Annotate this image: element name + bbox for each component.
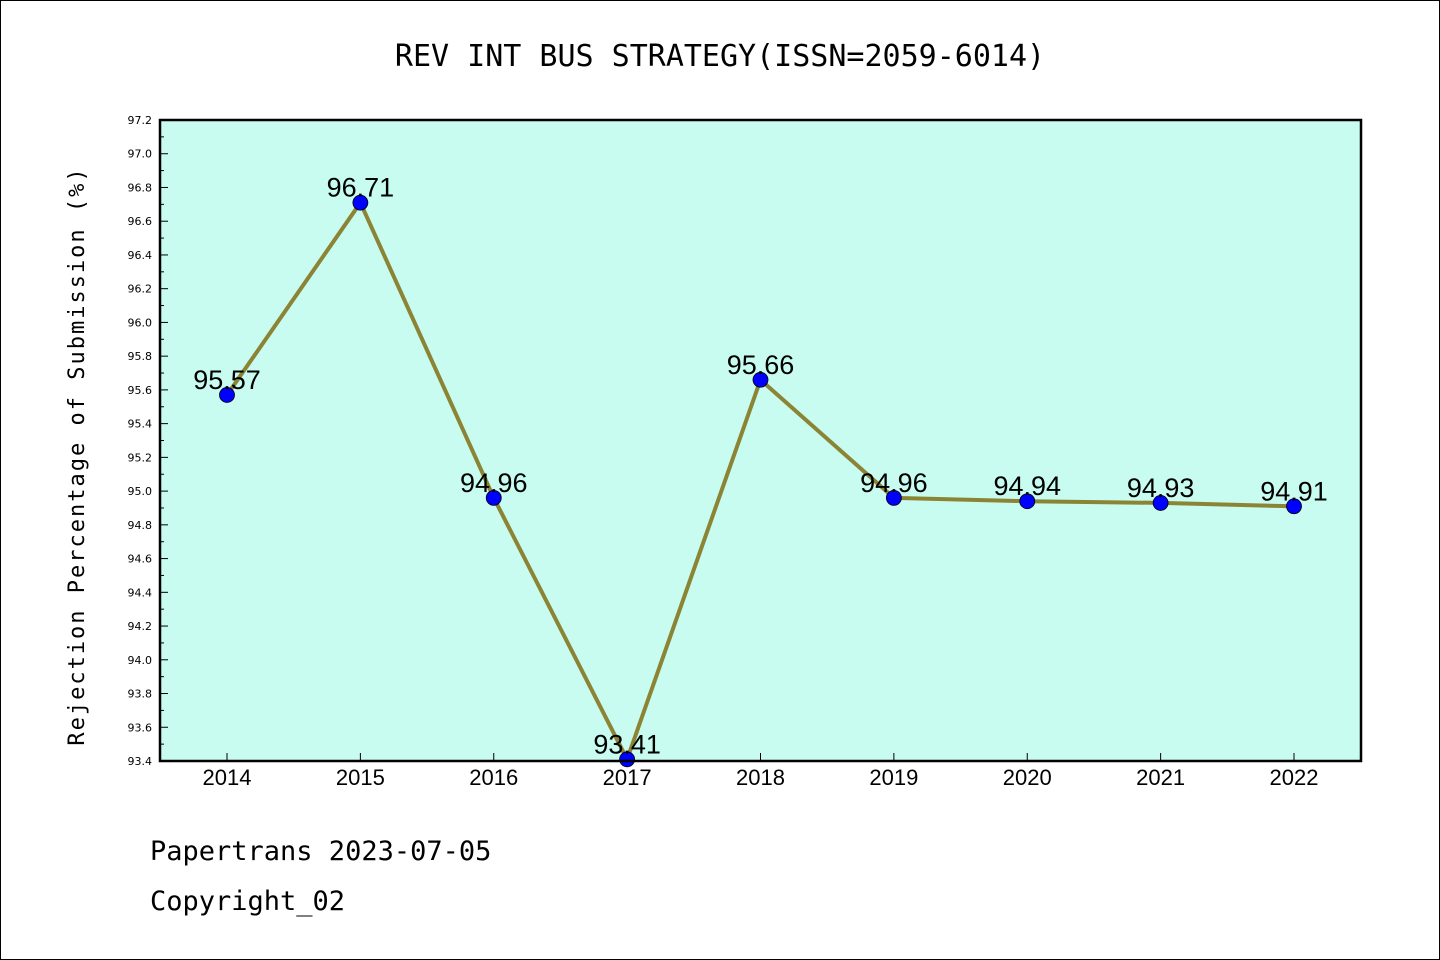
y-tick-label: 97.2 (128, 114, 153, 127)
footer-copyright: Copyright_02 (150, 886, 346, 917)
chart-title: REV INT BUS STRATEGY(ISSN=2059-6014) (395, 39, 1045, 74)
y-tick-label: 94.8 (128, 519, 153, 532)
y-axis-label: Rejection Percentage of Submission (%) (65, 166, 90, 745)
y-tick-label: 93.8 (128, 688, 153, 701)
y-tick-label: 94.4 (128, 586, 153, 599)
y-tick-label: 93.6 (128, 721, 153, 734)
data-label: 94.96 (860, 468, 928, 498)
y-tick-label: 96.6 (128, 215, 153, 228)
data-label: 95.57 (193, 365, 261, 395)
y-tick-label: 95.4 (128, 418, 153, 431)
x-tick-label: 2019 (869, 765, 918, 790)
y-tick-label: 93.4 (128, 755, 153, 768)
y-tick-label: 96.8 (128, 181, 153, 194)
y-axis: 93.4 93.6 93.8 94.0 94.2 94.4 94.6 94.8 95.0 95.2… (128, 114, 168, 768)
y-tick-label: 96.0 (128, 316, 153, 329)
x-tick-label: 2017 (603, 765, 652, 790)
plot-border (158, 118, 1363, 763)
data-label: 94.96 (460, 468, 528, 498)
data-point (352, 194, 369, 211)
x-tick-label: 2015 (336, 765, 385, 790)
y-tick-label: 97.0 (128, 148, 153, 161)
data-point (885, 489, 902, 506)
data-label: 94.91 (1260, 476, 1328, 506)
data-point (485, 489, 502, 506)
data-point (619, 751, 636, 768)
data-label: 96.71 (327, 173, 395, 203)
data-label: 94.94 (993, 471, 1061, 501)
x-tick-label: 2014 (203, 765, 252, 790)
y-tick-label: 96.4 (128, 249, 153, 262)
y-tick-label: 95.0 (128, 485, 153, 498)
y-tick-label: 95.6 (128, 384, 153, 397)
x-tick-label: 2022 (1270, 765, 1319, 790)
data-label: 94.93 (1127, 473, 1195, 503)
y-tick-label: 96.2 (128, 283, 153, 296)
y-tick-label: 94.2 (128, 620, 153, 633)
data-point (752, 371, 769, 388)
y-tick-label: 94.6 (128, 553, 153, 566)
data-point (1286, 498, 1302, 515)
data-labels: 95.57 96.71 94.96 93.41 95.66 94.96 94.94 94.93… (193, 173, 1328, 760)
plot-area (160, 120, 1361, 761)
x-tick-label: 2020 (1003, 765, 1052, 790)
x-axis: 2014 2015 2016 2017 2018 2019 2020 2021 2022 (203, 753, 1319, 790)
data-point (1152, 495, 1169, 511)
data-points (219, 194, 1302, 768)
data-label: 95.66 (727, 350, 795, 380)
y-tick-label: 94.0 (128, 654, 153, 667)
data-point (219, 387, 235, 403)
data-label: 93.41 (593, 729, 661, 759)
y-tick-label: 95.8 (128, 350, 153, 363)
footer-date: Papertrans 2023-07-05 (150, 836, 492, 867)
y-tick-label: 95.2 (128, 451, 153, 464)
x-tick-label: 2021 (1136, 765, 1185, 790)
data-point (1019, 493, 1036, 510)
x-tick-label: 2016 (469, 765, 518, 790)
x-tick-label: 2018 (736, 765, 785, 790)
